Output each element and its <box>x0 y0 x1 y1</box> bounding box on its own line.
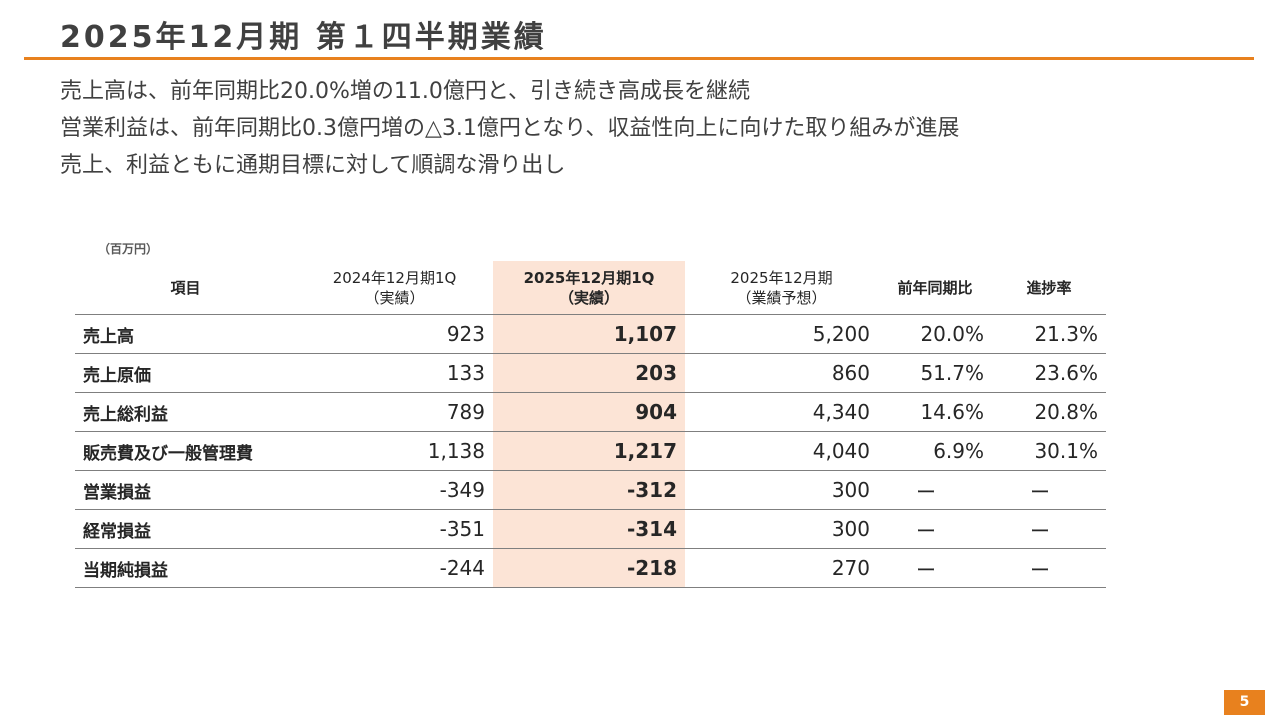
table-row: 営業損益 -349 -312 300 ーー <box>75 470 1106 510</box>
cell-progress: 21.3% <box>992 314 1106 354</box>
cell-yoy: ー <box>878 509 992 549</box>
cell-progress: 23.6% <box>992 353 1106 393</box>
cell-fcst: 270 <box>685 548 878 588</box>
table-row: 売上総利益 789 904 4,340 14.6% 20.8% <box>75 392 1106 432</box>
table-row: 当期純損益 -244 -218 270 ーー <box>75 548 1106 588</box>
summary-bullet: 営業利益は、前年同期比0.3億円増の△3.1億円となり、収益性向上に向けた取り組… <box>60 116 960 141</box>
cell-curr: 1,217 <box>493 431 685 471</box>
header-progress: 進捗率 <box>992 261 1106 315</box>
cell-fcst: 4,040 <box>685 431 878 471</box>
cell-curr: 1,107 <box>493 314 685 354</box>
cell-item: 経常損益 <box>75 509 296 549</box>
cell-prev: -244 <box>296 548 493 588</box>
cell-prev: 133 <box>296 353 493 393</box>
cell-curr: -312 <box>493 470 685 510</box>
cell-fcst: 4,340 <box>685 392 878 432</box>
cell-yoy: ー <box>878 548 992 588</box>
summary-bullet: 売上、利益ともに通期目標に対して順調な滑り出し <box>60 153 566 178</box>
cell-fcst: 5,200 <box>685 314 878 354</box>
cell-prev: 789 <box>296 392 493 432</box>
cell-prev: -351 <box>296 509 493 549</box>
table-row: 販売費及び一般管理費 1,138 1,217 4,040 6.9% 30.1% <box>75 431 1106 471</box>
slide-title: 2025年12月期 第１四半期業績 <box>60 20 547 55</box>
cell-yoy: 20.0% <box>878 314 992 354</box>
summary-bullet: 売上高は、前年同期比20.0%増の11.0億円と、引き続き高成長を継続 <box>60 79 750 104</box>
header-yoy: 前年同期比 <box>878 261 992 315</box>
header-current-actual: 2025年12月期1Q （実績） <box>493 261 685 315</box>
cell-yoy: 51.7% <box>878 353 992 393</box>
unit-label: （百万円） <box>98 242 159 256</box>
cell-item: 営業損益 <box>75 470 296 510</box>
table-row: 売上高 923 1,107 5,200 20.0% 21.3% <box>75 314 1106 354</box>
cell-progress: ー <box>992 548 1106 588</box>
cell-fcst: 300 <box>685 509 878 549</box>
cell-yoy: 14.6% <box>878 392 992 432</box>
cell-item: 売上高 <box>75 314 296 354</box>
table-row: 売上原価 133 203 860 51.7% 23.6% <box>75 353 1106 393</box>
cell-prev: 1,138 <box>296 431 493 471</box>
cell-item: 売上原価 <box>75 353 296 393</box>
cell-curr: -314 <box>493 509 685 549</box>
cell-progress: 20.8% <box>992 392 1106 432</box>
cell-fcst: 860 <box>685 353 878 393</box>
cell-curr: -218 <box>493 548 685 588</box>
title-underline <box>24 57 1254 60</box>
cell-fcst: 300 <box>685 470 878 510</box>
page-number: 5 <box>1224 690 1265 715</box>
header-prev-actual: 2024年12月期1Q （実績） <box>296 261 493 315</box>
header-item: 項目 <box>75 261 296 315</box>
cell-curr: 904 <box>493 392 685 432</box>
cell-yoy: ー <box>878 470 992 510</box>
cell-yoy: 6.9% <box>878 431 992 471</box>
cell-progress: ー <box>992 470 1106 510</box>
cell-item: 売上総利益 <box>75 392 296 432</box>
cell-prev: -349 <box>296 470 493 510</box>
table-header-row: 項目 2024年12月期1Q （実績） 2025年12月期1Q （実績） 2025年… <box>75 261 1106 315</box>
cell-item: 販売費及び一般管理費 <box>75 431 296 471</box>
cell-progress: 30.1% <box>992 431 1106 471</box>
table-row: 経常損益 -351 -314 300 ーー <box>75 509 1106 549</box>
cell-curr: 203 <box>493 353 685 393</box>
summary-bullets: 売上高は、前年同期比20.0%増の11.0億円と、引き続き高成長を継続 営業利益… <box>60 73 959 184</box>
cell-progress: ー <box>992 509 1106 549</box>
header-forecast: 2025年12月期 （業績予想） <box>685 261 878 315</box>
cell-item: 当期純損益 <box>75 548 296 588</box>
financial-results-table: 項目 2024年12月期1Q （実績） 2025年12月期1Q （実績） 2025年… <box>75 261 1106 588</box>
cell-prev: 923 <box>296 314 493 354</box>
